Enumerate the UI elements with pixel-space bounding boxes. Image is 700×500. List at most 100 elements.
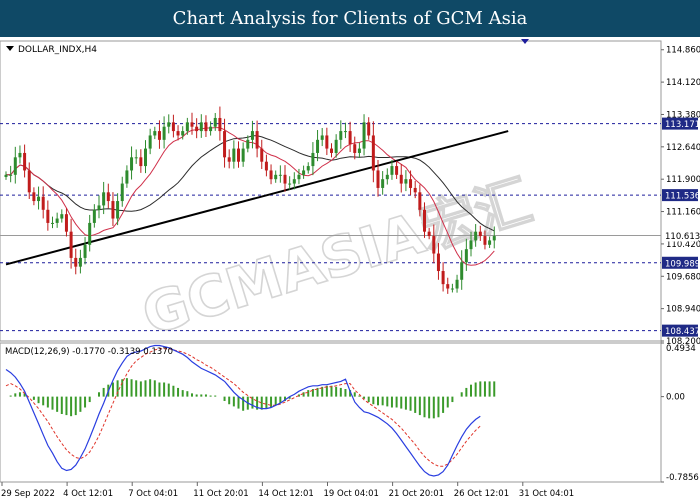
candle	[413, 180, 417, 199]
candle	[362, 114, 366, 156]
candle	[92, 204, 96, 228]
candle	[474, 224, 478, 247]
symbol-label: DOLLAR_INDX,H4	[18, 45, 97, 55]
candle	[339, 120, 343, 149]
candle	[176, 125, 180, 141]
candle	[144, 140, 147, 174]
price-tick-label: 114.860	[666, 46, 700, 56]
macd-main-line	[5, 344, 481, 477]
candle	[223, 118, 227, 168]
candle	[9, 165, 13, 183]
candle	[464, 238, 468, 271]
price-tick-label: 110.420	[666, 240, 700, 250]
candle	[325, 127, 329, 156]
candle	[13, 146, 17, 184]
price-tag-label: 108.437	[665, 327, 700, 337]
candle	[246, 135, 250, 153]
candle	[455, 274, 459, 293]
candle	[288, 176, 292, 190]
candle	[302, 165, 306, 179]
time-tick-label: 11 Oct 20:01	[193, 489, 248, 499]
price-tag-label: 109.989	[665, 259, 700, 269]
time-tick-label: 31 Oct 04:01	[519, 489, 574, 499]
candle	[250, 120, 254, 149]
candle	[64, 208, 68, 237]
collapse-arrow-icon[interactable]	[6, 46, 14, 51]
price-tag-label: 111.536	[665, 192, 700, 202]
candle	[171, 114, 175, 138]
price-tag-label: 110.613	[665, 232, 700, 242]
candle	[204, 115, 208, 137]
candle	[232, 140, 236, 169]
macd-label: MACD(12,26,9) -0.1770 -0.3139 0.1370	[5, 347, 173, 357]
candle	[306, 162, 310, 174]
candle	[478, 225, 482, 241]
candle	[343, 122, 347, 139]
candle	[353, 136, 357, 160]
candle	[260, 139, 264, 170]
candle	[102, 181, 106, 215]
candle	[488, 236, 492, 248]
price-tick-label: 111.900	[666, 175, 700, 185]
candle	[162, 116, 166, 149]
price-axis-tag: 113.171	[662, 117, 700, 130]
candle	[125, 165, 129, 188]
price-tick-label: 108.940	[666, 305, 700, 315]
candle	[348, 121, 352, 152]
candle	[209, 121, 213, 136]
candle	[278, 165, 282, 183]
candle	[46, 200, 50, 231]
candle	[381, 171, 385, 195]
candle	[4, 171, 8, 180]
candle	[264, 154, 268, 177]
candle	[450, 283, 454, 293]
time-tick-label: 19 Oct 04:01	[324, 489, 379, 499]
candle	[130, 146, 134, 180]
candle	[441, 262, 445, 292]
candle	[418, 184, 422, 217]
time-tick-label: 26 Oct 12:01	[454, 489, 509, 499]
price-tick-label: 109.680	[666, 272, 700, 282]
candle	[427, 227, 431, 240]
candle	[157, 120, 161, 149]
candle	[399, 164, 403, 193]
candle	[148, 128, 152, 155]
candle	[153, 126, 157, 140]
candle	[316, 129, 320, 162]
candle	[446, 277, 450, 294]
candle	[483, 230, 487, 250]
macd-tick-label: -0.7856	[666, 473, 699, 483]
page-title: Chart Analysis for Clients of GCM Asia	[172, 8, 528, 29]
candle	[74, 248, 78, 275]
price-axis-tag: 109.989	[662, 256, 700, 269]
candle	[227, 149, 231, 169]
candle	[199, 114, 203, 138]
candle	[83, 237, 87, 265]
price-tick-label: 108.200	[666, 337, 700, 347]
price-tick-label: 111.160	[666, 208, 700, 218]
time-tick-label: 4 Oct 12:01	[63, 489, 113, 499]
candle	[371, 121, 375, 183]
price-tick-label: 113.380	[666, 110, 700, 120]
candle	[18, 145, 22, 164]
macd-tick-label: 0.4934	[666, 344, 696, 354]
candle	[255, 120, 259, 158]
candle	[23, 144, 27, 178]
price-tick-label: 112.640	[666, 143, 700, 153]
candle	[432, 224, 436, 264]
candle	[195, 118, 199, 139]
candle	[390, 160, 394, 180]
candle	[274, 170, 278, 183]
candle	[237, 141, 240, 168]
macd-tick-label: 0.00	[666, 393, 685, 403]
candle	[311, 142, 315, 176]
candle	[60, 209, 64, 223]
candle	[436, 243, 440, 280]
time-tick-label: 29 Sep 2022	[1, 489, 55, 499]
candle	[37, 186, 41, 210]
candle	[409, 170, 413, 196]
candle	[330, 143, 333, 158]
candle	[185, 117, 189, 135]
candle	[139, 149, 143, 173]
